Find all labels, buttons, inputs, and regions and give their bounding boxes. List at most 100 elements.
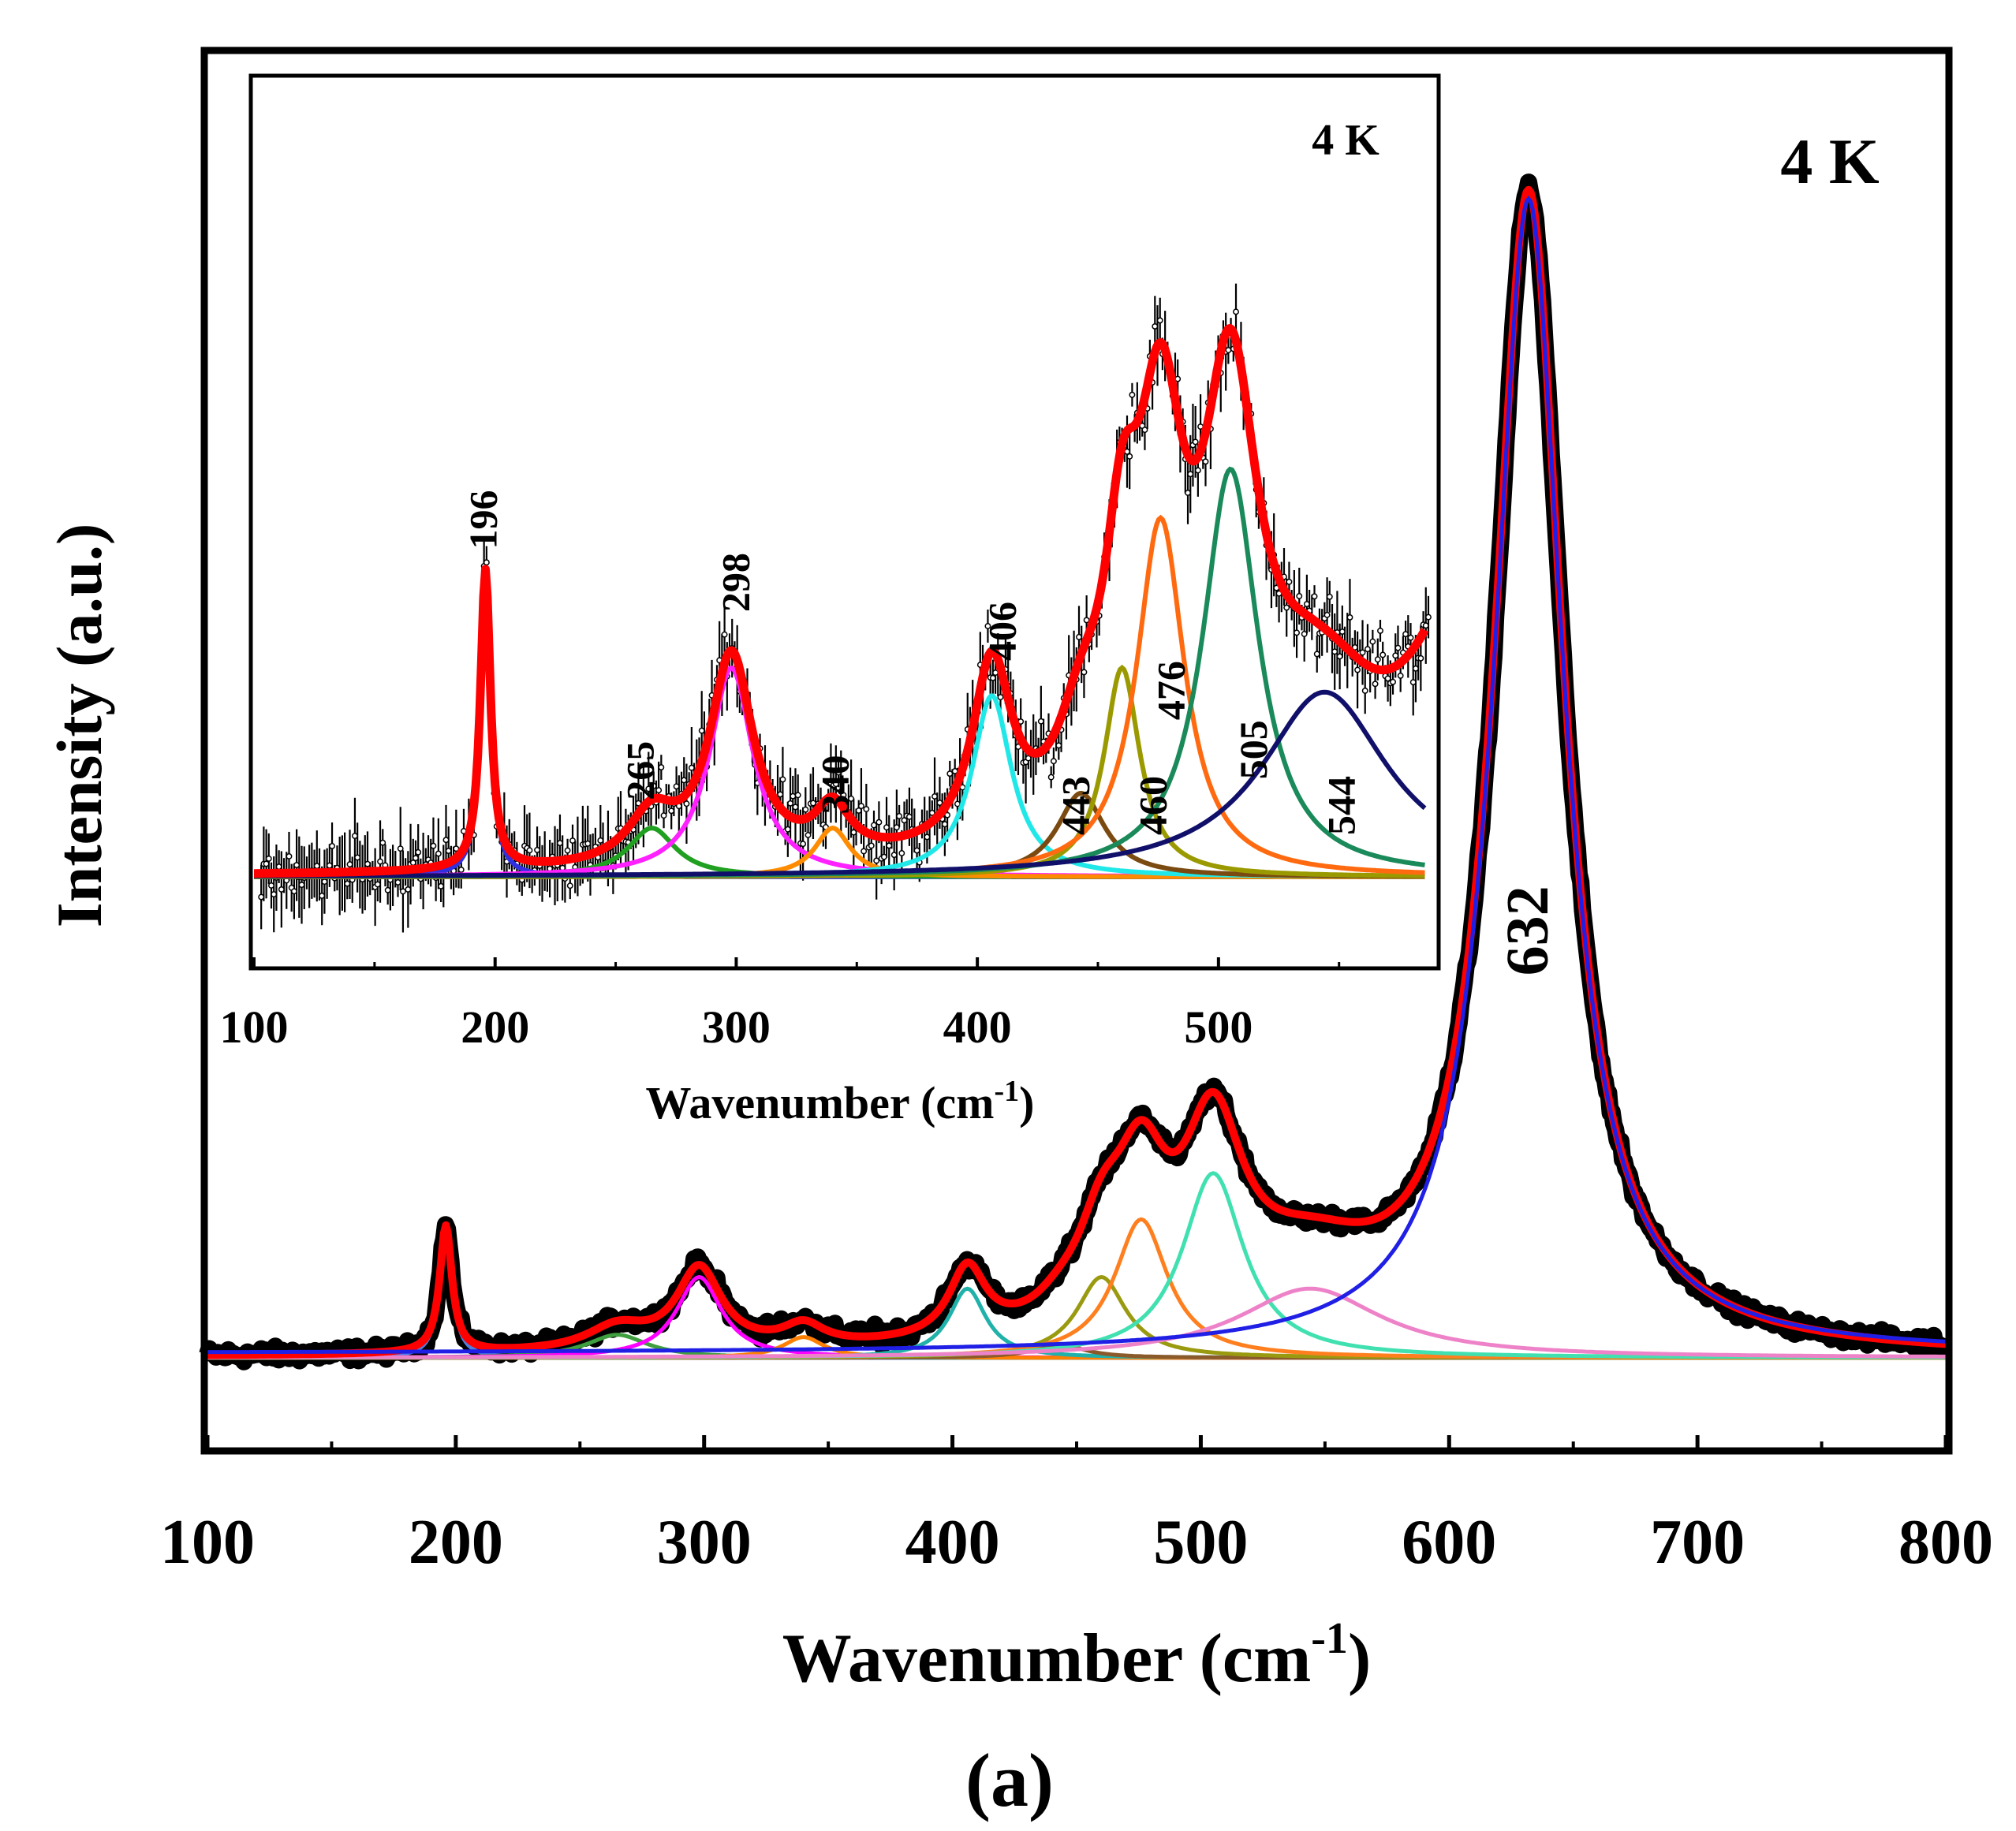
- inset-data-point: [1359, 649, 1366, 656]
- main-component-peak-544: [207, 1286, 1946, 1359]
- inset-data-point: [265, 855, 272, 862]
- inset-data-point: [557, 840, 563, 847]
- inset-data-point: [857, 803, 864, 810]
- inset-data-point: [405, 886, 412, 893]
- inset-data-point: [1152, 323, 1159, 330]
- main-x-tick-label-100: 100: [160, 1508, 255, 1577]
- inset-background: [251, 76, 1439, 968]
- inset-data-point: [777, 791, 784, 798]
- inset-data-point: [683, 800, 690, 807]
- inset-peak-label-196: 196: [461, 490, 505, 550]
- inset-data-point: [1402, 631, 1409, 638]
- inset-data-point: [415, 848, 422, 856]
- inset-peak-labels: 196 265 298 340 406 443 460 476 505 544: [461, 490, 1363, 835]
- inset-data-point: [668, 807, 675, 815]
- inset-data-point: [1379, 651, 1387, 658]
- inset-peak-label-476: 476: [1148, 661, 1193, 720]
- inset-data-point: [784, 826, 791, 833]
- inset-data-point: [832, 781, 839, 788]
- inset-data-point: [1361, 688, 1368, 694]
- inset-data-point: [286, 853, 293, 860]
- inset-data-point: [298, 882, 305, 889]
- inset-data-point: [1338, 628, 1346, 636]
- panel-label: (a): [965, 1738, 1054, 1822]
- inset-data-point: [779, 776, 786, 783]
- inset-data-point: [787, 800, 794, 807]
- inset-data-point: [1156, 317, 1163, 324]
- main-x-axis-label-sup: -1: [1311, 1614, 1348, 1663]
- inset-data-point: [928, 809, 935, 816]
- inset-x-axis-label: Wavenumber (cm-1): [646, 1075, 1035, 1128]
- inset-data-point: [1313, 651, 1320, 658]
- inset-data-point: [564, 847, 571, 854]
- inset-data-point: [268, 882, 274, 889]
- main-x-ticks: 100 200 300 400 500 600 700 800: [160, 1435, 1993, 1577]
- inset-data-point: [1354, 666, 1361, 673]
- main-x-tick-label-800: 800: [1898, 1508, 1993, 1577]
- inset-data-point: [1392, 652, 1399, 659]
- inset-data-point: [1081, 669, 1088, 676]
- inset-peak-label-298: 298: [713, 553, 757, 612]
- inset-data-point: [890, 852, 898, 859]
- inset-peak-label-340: 340: [813, 755, 857, 814]
- inset-data-point: [1202, 458, 1209, 465]
- inset-data-point: [258, 893, 265, 901]
- inset-data-point: [597, 837, 604, 844]
- inset-data-point: [1351, 644, 1358, 651]
- inset-data-point: [883, 824, 890, 831]
- inset-data-point: [880, 853, 887, 860]
- inset-data-point: [655, 787, 663, 794]
- inset-data-point: [901, 817, 908, 824]
- inset-data-point: [1377, 627, 1383, 634]
- main-x-tick-label-200: 200: [409, 1508, 503, 1577]
- inset-data-point: [1407, 634, 1414, 641]
- main-x-tick-label-400: 400: [905, 1508, 1000, 1577]
- inset-data-point: [397, 845, 404, 852]
- inset-data-point: [275, 863, 282, 871]
- inset-data-point: [989, 674, 996, 681]
- inset-data-point: [1055, 742, 1062, 749]
- inset-data-point: [1126, 453, 1133, 460]
- inset-data-point: [1425, 613, 1432, 621]
- inset-data-point: [913, 847, 920, 854]
- main-x-tick-label-600: 600: [1402, 1508, 1496, 1577]
- inset-data-point: [873, 857, 880, 864]
- inset-data-point: [1296, 593, 1303, 599]
- inset-data-point: [868, 842, 875, 849]
- inset-chart: 100 200 300 400 500 196 265 298 340 406 443 460 476…: [220, 73, 1441, 1128]
- inset-x-ticks: 100 200 300 400 500: [220, 957, 1341, 1053]
- inset-data-point: [344, 880, 351, 887]
- inset-data-point: [905, 813, 913, 820]
- inset-data-point: [442, 837, 450, 844]
- inset-data-point: [946, 770, 954, 778]
- inset-data-point: [721, 631, 728, 638]
- inset-data-point: [1336, 653, 1343, 660]
- inset-data-point: [1346, 613, 1353, 621]
- inset-data-point: [941, 821, 948, 828]
- inset-data-point: [660, 812, 667, 819]
- inset-data-point: [394, 879, 401, 886]
- inset-peak-label-505: 505: [1231, 720, 1275, 779]
- inset-data-point: [898, 850, 905, 856]
- inset-data-point: [1047, 774, 1055, 781]
- inset-data-point: [1192, 438, 1199, 446]
- inset-data-point: [329, 843, 336, 849]
- inset-data-point: [526, 847, 533, 854]
- inset-curves: [251, 283, 1432, 933]
- inset-peak-label-460: 460: [1131, 776, 1175, 835]
- inset-data-point: [263, 860, 270, 867]
- inset-data-point: [1185, 490, 1191, 496]
- inset-data-point: [855, 807, 862, 814]
- inset-data-point: [1225, 347, 1232, 353]
- inset-data-point: [875, 819, 883, 826]
- inset-data-point: [792, 804, 799, 811]
- inset-data-point: [1037, 718, 1044, 725]
- inset-data-point: [1303, 601, 1310, 608]
- inset-data-point: [569, 837, 576, 844]
- inset-data-point: [346, 861, 353, 868]
- inset-data-point: [1394, 644, 1402, 651]
- inset-data-point: [673, 783, 680, 790]
- inset-x-tick-label-100: 100: [220, 1001, 289, 1053]
- inset-data-point: [1141, 427, 1148, 434]
- inset-data-point: [1409, 679, 1417, 686]
